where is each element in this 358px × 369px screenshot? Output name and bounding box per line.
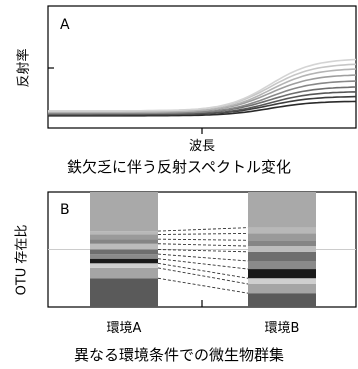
bar-segment-a-5 [90, 254, 158, 259]
segment-connector-3 [157, 262, 249, 279]
bar-segment-a-9 [90, 234, 158, 240]
bar-segment-b-3 [248, 278, 316, 284]
bar-segment-b-1 [248, 293, 316, 307]
reflectance-curve-1 [48, 100, 357, 117]
segment-connector-1 [157, 277, 249, 294]
panel-b-ylabel: OTU 存在比 [15, 225, 30, 296]
bar-segment-a-3 [90, 263, 158, 268]
bar-segment-a-10 [90, 231, 158, 235]
bar-segment-b-9 [248, 233, 316, 241]
bar-segment-b-10 [248, 227, 316, 234]
bar-segment-a-7 [90, 243, 158, 250]
segment-connector-2 [157, 267, 249, 285]
reflectance-curve-5 [48, 80, 357, 115]
panel-b-label: B [60, 202, 70, 218]
bar-segment-a-8 [90, 239, 158, 244]
bar-segment-a-6 [90, 249, 158, 255]
segment-connector-5 [157, 253, 249, 262]
bar-segment-b-11 [248, 192, 316, 228]
panel-a-series [48, 58, 357, 117]
segment-connector-6 [157, 249, 249, 253]
category-label-a: 環境A [107, 321, 142, 336]
segment-connector-10 [157, 227, 249, 232]
bar-segment-b-4 [248, 269, 316, 279]
segment-connector-4 [157, 258, 249, 270]
panel-b: B OTU 存在比 環境A 環境B 異なる環境条件での微生物群集 [15, 191, 357, 364]
panel-a: A 反射率 波長 鉄欠乏に伴う反射スペクトル変化 [16, 5, 357, 176]
panel-b-connectors [157, 227, 249, 294]
bar-segment-a-2 [90, 267, 158, 279]
category-label-b: 環境B [265, 321, 300, 336]
panel-a-title: 鉄欠乏に伴う反射スペクトル変化 [67, 158, 291, 176]
bar-segment-b-7 [248, 246, 316, 252]
reflectance-curve-3 [48, 91, 356, 116]
panel-b-bars [90, 192, 316, 307]
reflectance-curve-6 [48, 74, 357, 113]
bar-segment-a-1 [90, 278, 158, 307]
panel-a-ylabel: 反射率 [16, 48, 32, 87]
segment-connector-8 [157, 238, 249, 241]
segment-connector-9 [157, 232, 249, 235]
bar-segment-b-5 [248, 261, 316, 270]
reflectance-curve-9 [48, 58, 357, 112]
reflectance-curve-7 [48, 68, 357, 113]
segment-connector-7 [157, 243, 249, 247]
bar-segment-a-11 [90, 192, 158, 232]
bar-segment-a-4 [90, 258, 158, 264]
bar-segment-b-8 [248, 240, 316, 247]
panel-a-label: A [60, 17, 70, 33]
bar-segment-b-6 [248, 251, 316, 261]
panel-b-title: 異なる環境条件での微生物群集 [74, 346, 284, 364]
panel-a-xlabel: 波長 [189, 139, 215, 154]
bar-segment-b-2 [248, 284, 316, 294]
